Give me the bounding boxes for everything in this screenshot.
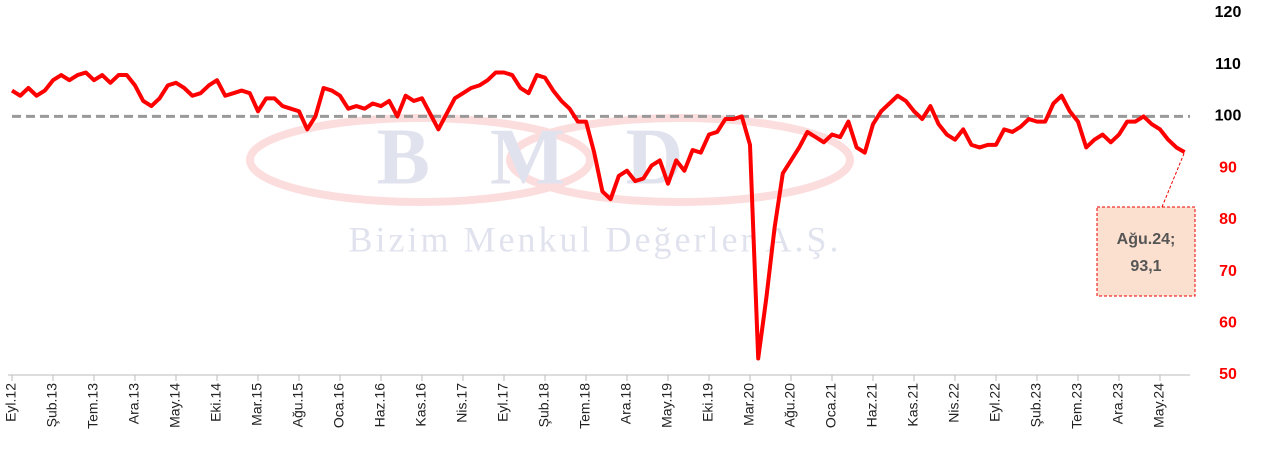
x-tick-label: Eyl.22 xyxy=(987,383,1003,422)
x-tick-label: Tem.13 xyxy=(85,383,101,429)
annotation-leader xyxy=(1161,151,1186,208)
annotation-text: Ağu.24; xyxy=(1117,231,1176,248)
data-line xyxy=(10,70,1186,361)
x-tick-label: Ara.23 xyxy=(1110,383,1126,424)
x-tick-label: Eyl.12 xyxy=(3,383,19,422)
x-tick-label: Haz.16 xyxy=(372,383,388,428)
watermark-text: Bizim Menkul Değerler A.Ş. xyxy=(349,219,842,259)
x-tick-label: Tem.18 xyxy=(577,383,593,429)
x-tick-label: May.19 xyxy=(659,383,675,428)
x-tick-label: Nis.22 xyxy=(946,383,962,423)
x-tick-label: Kas.16 xyxy=(413,383,429,427)
x-tick-label: Şub.23 xyxy=(1028,383,1044,428)
y-tick-label: 110 xyxy=(1215,56,1241,73)
x-tick-label: May.24 xyxy=(1151,383,1167,428)
y-tick-label: 120 xyxy=(1215,4,1242,21)
x-tick-label: Eki.19 xyxy=(700,383,716,422)
x-tick-label: May.14 xyxy=(167,383,183,428)
y-tick-label: 80 xyxy=(1219,211,1237,228)
x-tick-label: Oca.21 xyxy=(823,383,839,428)
annotation-box xyxy=(1096,206,1196,297)
x-tick-label: Tem.23 xyxy=(1069,383,1085,429)
x-tick-label: Ara.13 xyxy=(126,383,142,424)
x-tick-label: Mar.20 xyxy=(741,383,757,426)
x-tick-label: Nis.17 xyxy=(454,383,470,423)
watermark-ring xyxy=(506,114,854,206)
x-tick-label: Şub.18 xyxy=(536,383,552,428)
annotation-text: 93,1 xyxy=(1130,258,1161,275)
y-tick-label: 100 xyxy=(1215,108,1242,125)
x-tick-label: Eyl.17 xyxy=(495,383,511,422)
y-tick-label: 70 xyxy=(1219,263,1237,280)
x-tick-label: Ara.18 xyxy=(618,383,634,424)
x-tick-label: Haz.21 xyxy=(864,383,880,428)
watermark-ring xyxy=(246,114,594,206)
y-tick-label: 90 xyxy=(1219,159,1237,176)
x-tick-label: Eki.14 xyxy=(208,383,224,422)
y-tick-label: 60 xyxy=(1219,315,1237,332)
x-tick-label: Ağu.15 xyxy=(290,383,306,428)
y-tick-label: 50 xyxy=(1219,366,1237,383)
x-tick-label: Oca.16 xyxy=(331,383,347,428)
x-tick-label: Mar.15 xyxy=(249,383,265,426)
watermark: BMD Bizim Menkul Değerler A.Ş. xyxy=(246,113,854,259)
x-tick-label: Kas.21 xyxy=(905,383,921,427)
x-tick-label: Şub.13 xyxy=(44,383,60,428)
watermark-logo: BMD xyxy=(377,113,744,201)
x-tick-label: Ağu.20 xyxy=(782,383,798,428)
